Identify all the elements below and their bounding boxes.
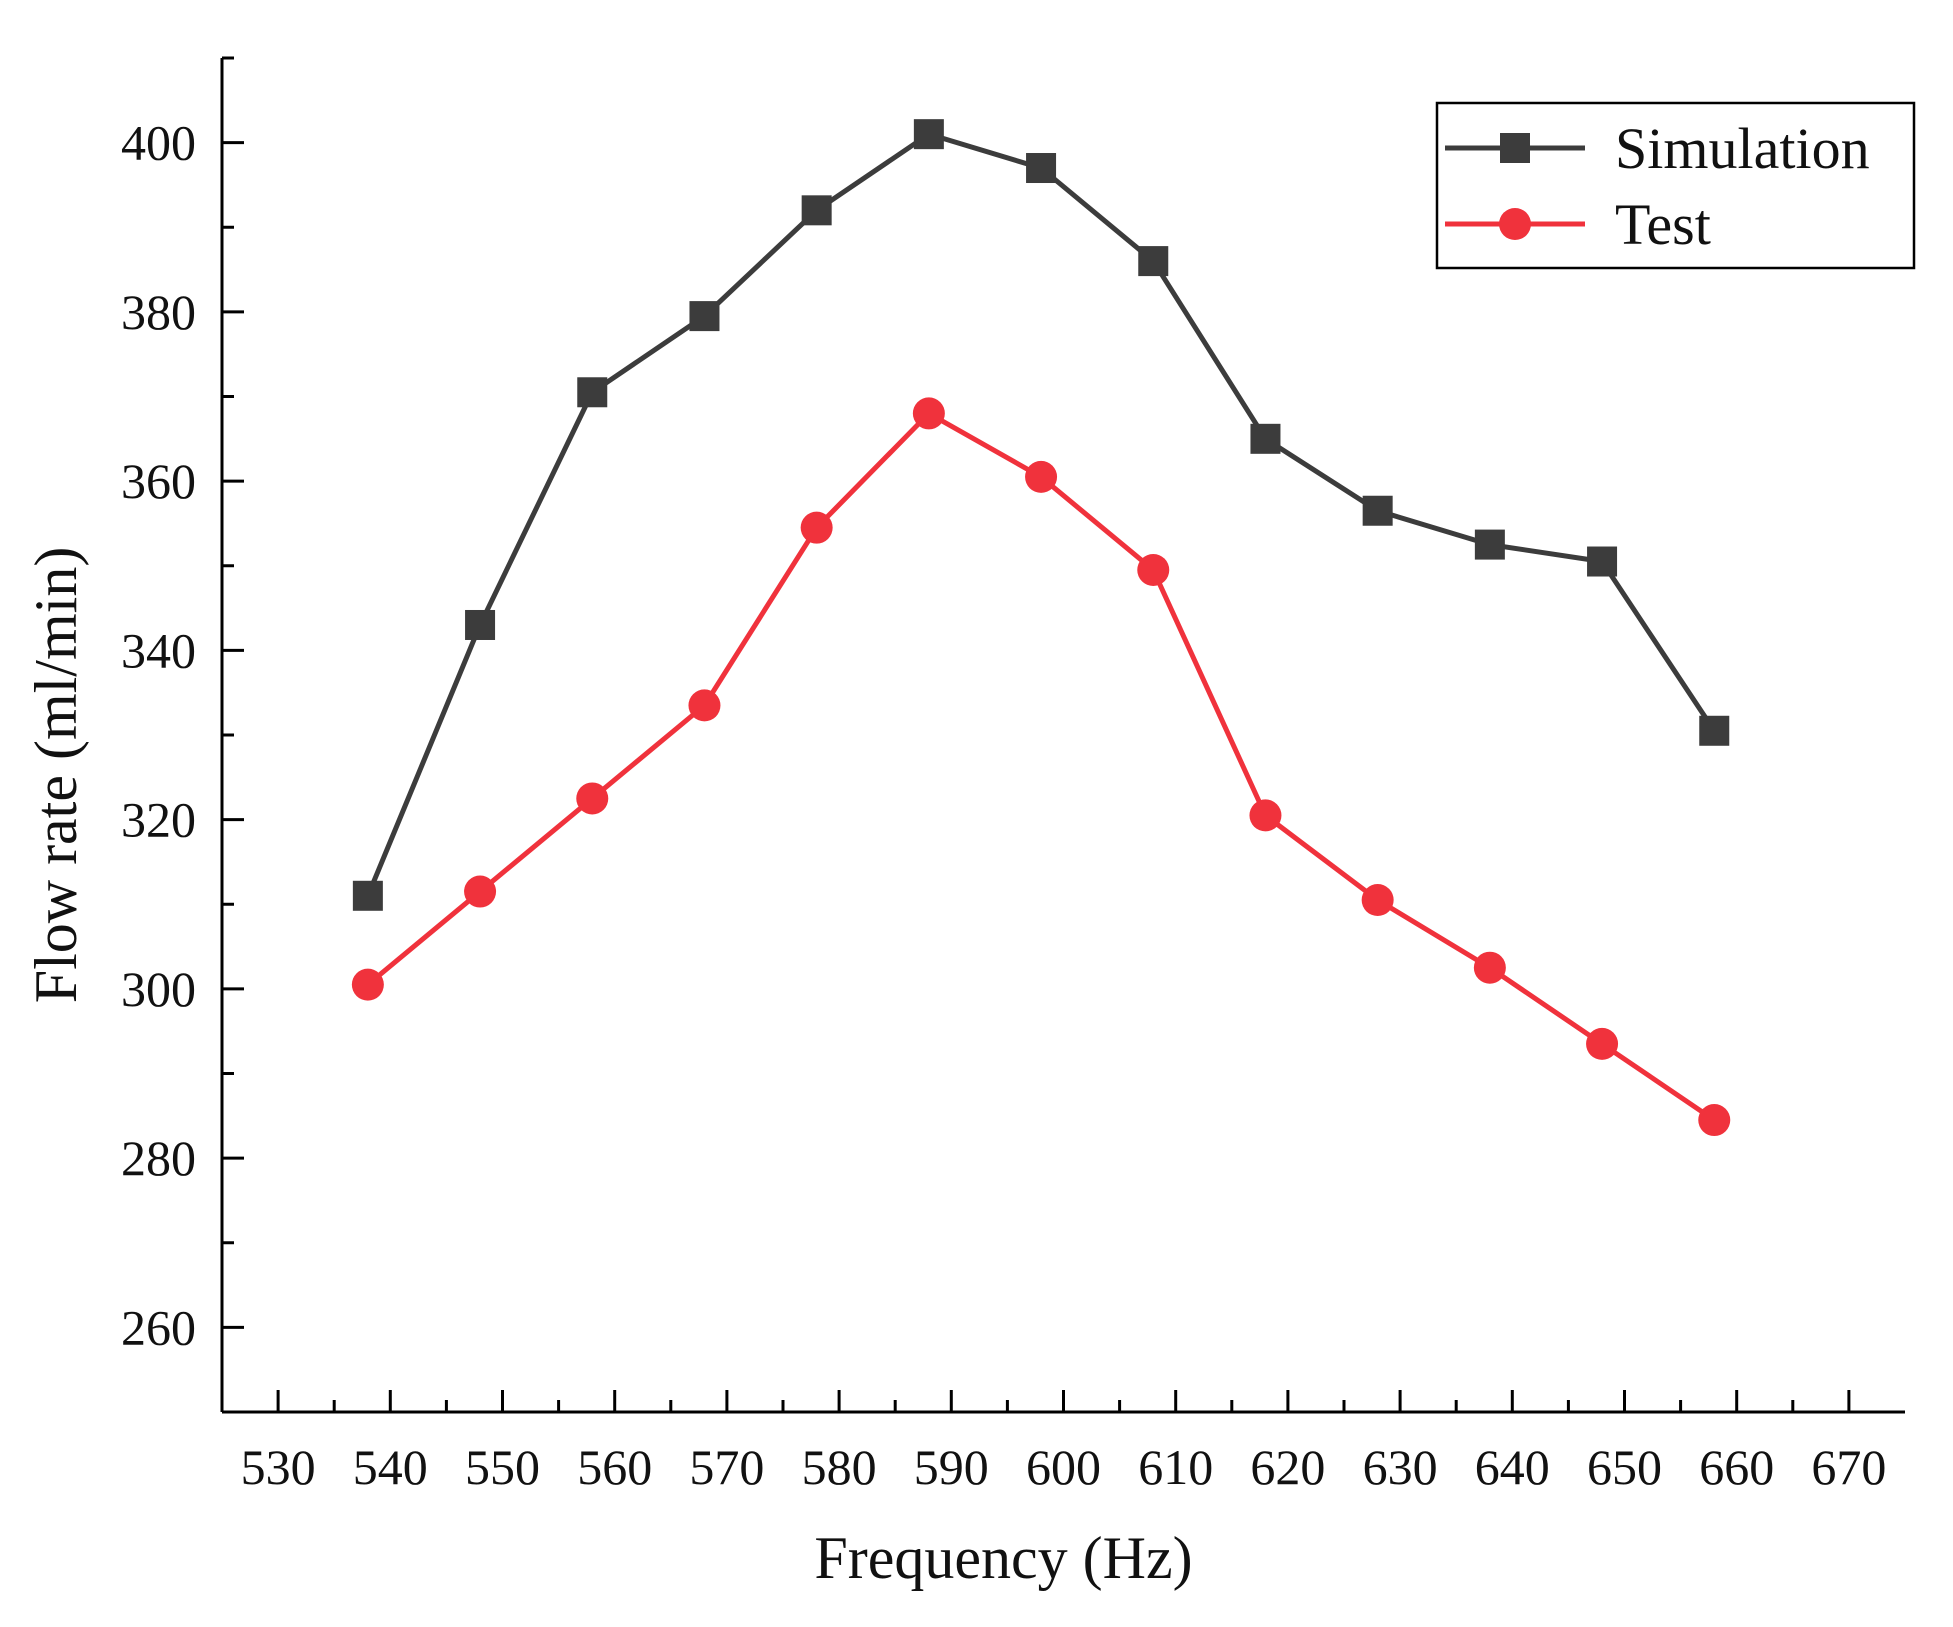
x-tick-label: 560 [577, 1439, 652, 1495]
x-tick-label: 620 [1250, 1439, 1325, 1495]
legend-marker-square [1500, 133, 1530, 163]
y-tick-label: 400 [121, 115, 196, 171]
series-line [366, 410, 1716, 1123]
data-point-square [1699, 715, 1730, 746]
data-point-square [1587, 546, 1618, 577]
y-tick-label: 300 [121, 961, 196, 1017]
data-point-circle [351, 968, 384, 1001]
y-axis-title: Flow rate (ml/min) [23, 547, 89, 1004]
data-point-square [1138, 246, 1169, 277]
data-point-square [801, 195, 832, 226]
data-point-square [1026, 153, 1057, 184]
legend-item-simulation: Simulation [1445, 116, 1870, 181]
data-point-circle [688, 689, 721, 722]
data-point-circle [464, 875, 497, 908]
legend-marker-circle [1499, 208, 1531, 240]
data-point-circle [1586, 1027, 1619, 1060]
legend-item-test: Test [1445, 192, 1711, 257]
x-tick-label: 630 [1363, 1439, 1438, 1495]
data-point-circle [576, 782, 609, 815]
data-point-square [352, 880, 383, 911]
x-tick-label: 600 [1026, 1439, 1101, 1495]
data-point-circle [1137, 553, 1170, 586]
x-tick-label: 590 [914, 1439, 989, 1495]
x-tick-label: 570 [689, 1439, 764, 1495]
data-point-square [689, 301, 720, 332]
data-point-square [1250, 423, 1281, 454]
x-tick-label: 640 [1475, 1439, 1550, 1495]
x-axis-title: Frequency (Hz) [814, 1525, 1192, 1591]
data-point-circle [1249, 799, 1282, 832]
y-tick-label: 320 [121, 792, 196, 848]
data-point-circle [1473, 951, 1506, 984]
y-tick-label: 380 [121, 284, 196, 340]
data-point-square [1362, 495, 1393, 526]
x-tick-label: 530 [241, 1439, 316, 1495]
x-tick-label: 660 [1699, 1439, 1774, 1495]
legend-box [1435, 101, 1916, 270]
axes: 530 540 550 560 570 580 590 600 610 620 630 640 650 6… [121, 56, 1905, 1495]
x-tick-label: 540 [353, 1439, 428, 1495]
y-tick-label: 360 [121, 453, 196, 509]
data-point-square [465, 609, 496, 640]
y-tick-label: 280 [121, 1130, 196, 1186]
data-point-square [1474, 529, 1505, 560]
data-point-circle [1698, 1104, 1731, 1137]
series-layer [351, 119, 1731, 1137]
legend: Simulation Test [1435, 101, 1916, 270]
x-tick-label: 670 [1811, 1439, 1886, 1495]
x-tick-label: 580 [802, 1439, 877, 1495]
data-point-circle [912, 397, 945, 430]
x-tick-label: 650 [1587, 1439, 1662, 1495]
legend-label: Simulation [1615, 116, 1870, 181]
data-point-square [577, 377, 608, 408]
series-test [351, 397, 1731, 1137]
data-point-circle [1025, 460, 1058, 493]
y-tick-label: 340 [121, 622, 196, 678]
x-tick-label: 550 [465, 1439, 540, 1495]
data-point-circle [1361, 884, 1394, 917]
legend-label: Test [1615, 192, 1711, 257]
data-point-square [913, 119, 944, 150]
y-tick-label: 260 [121, 1299, 196, 1355]
x-tick-label: 610 [1138, 1439, 1213, 1495]
data-point-circle [800, 511, 833, 544]
series-simulation [352, 119, 1730, 911]
